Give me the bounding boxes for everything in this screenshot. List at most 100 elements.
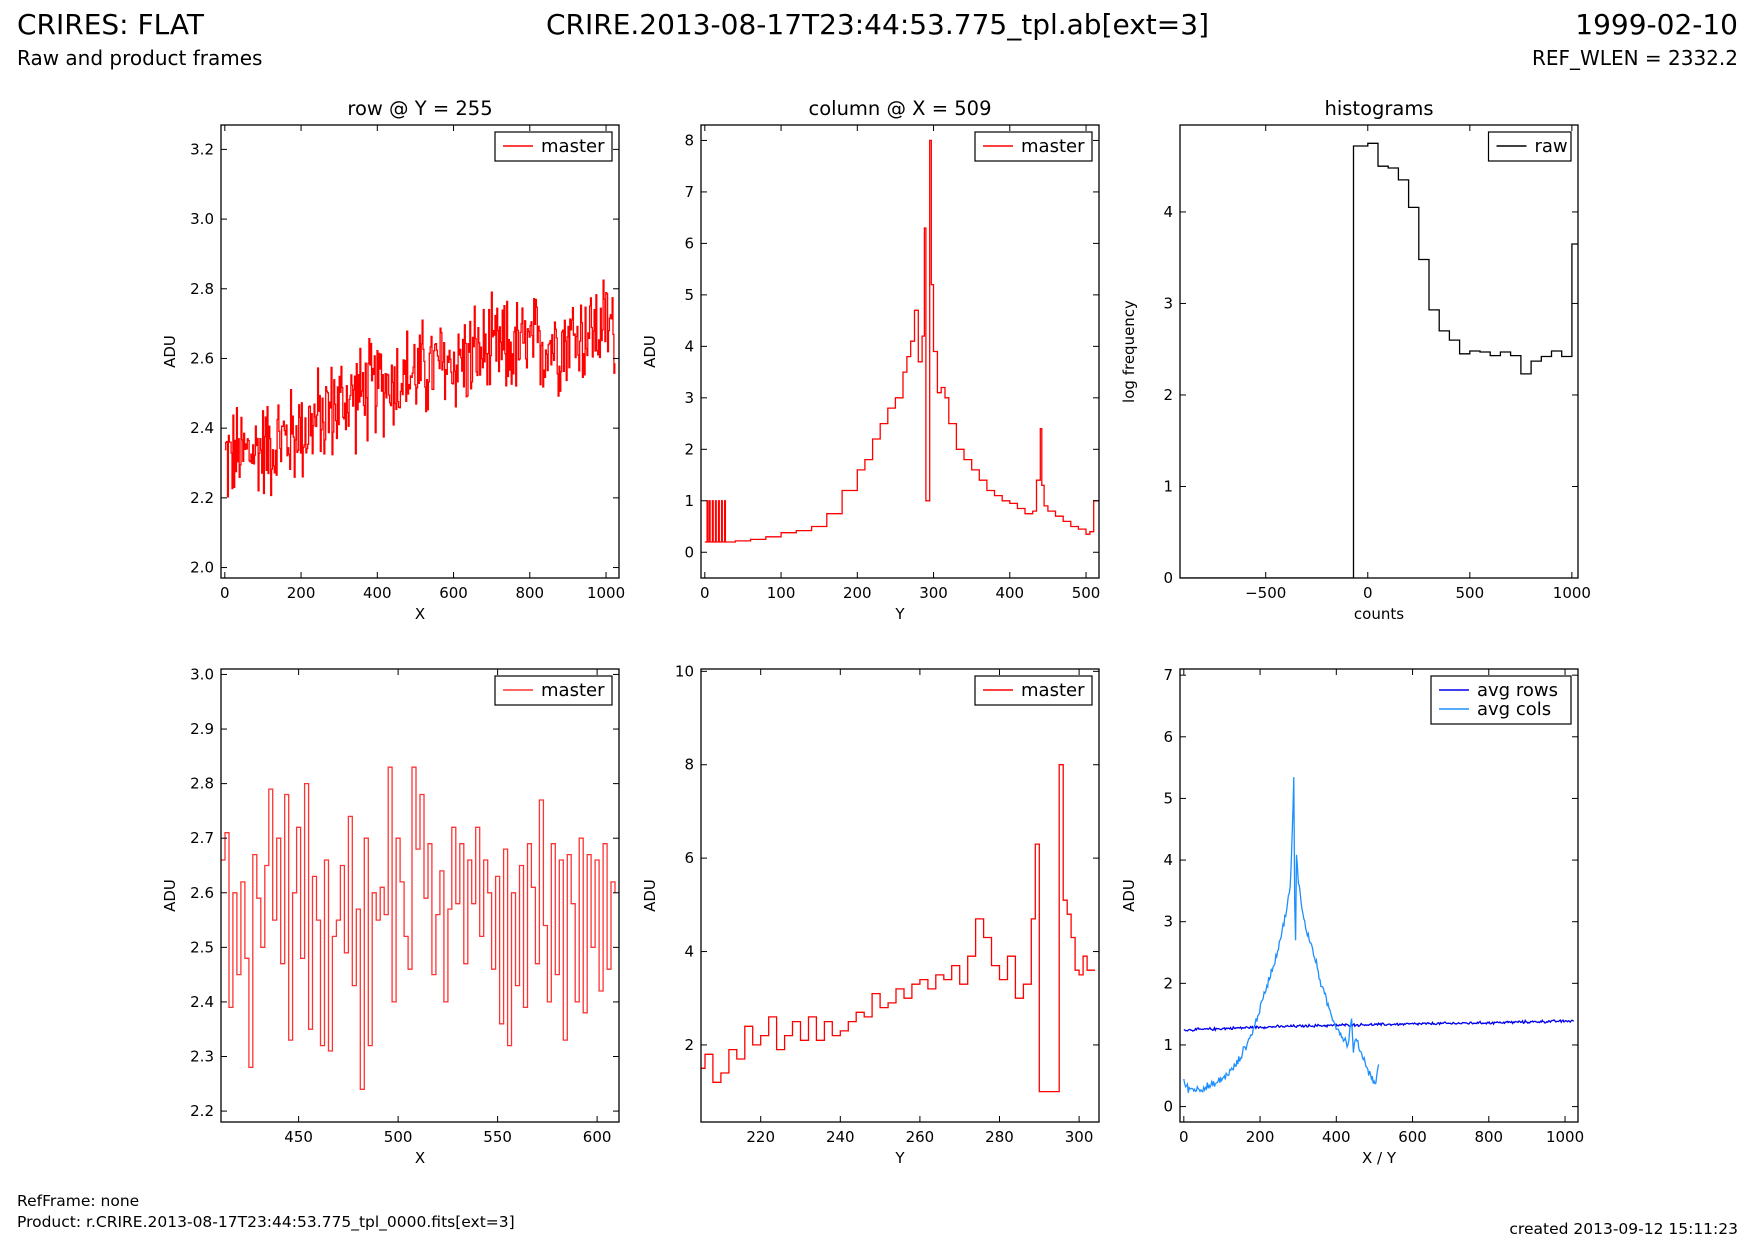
x-tick-label: 450 [284,1128,313,1146]
legend-label: master [541,680,605,701]
y-tick-label: 2.0 [190,559,214,577]
y-tick-label: 2.8 [190,280,214,298]
legend-label: master [1021,680,1085,701]
x-axis-label: X / Y [1362,1149,1397,1167]
y-tick-label: 2.3 [190,1048,214,1066]
x-tick-label: −500 [1245,584,1286,602]
y-tick-label: 8 [684,756,694,774]
series-line-raw [1180,142,1578,578]
x-tick-label: 400 [363,584,392,602]
y-axis-label: log frequency [1120,300,1138,403]
chart-title: histograms [1324,97,1433,120]
y-tick-label: 1 [1163,477,1173,495]
series-line-master [221,766,616,1090]
y-tick-label: 5 [684,286,694,304]
legend-label: avg rows [1477,680,1558,701]
y-tick-label: 0 [1163,569,1173,587]
x-axis-label: X [415,1149,425,1167]
x-tick-label: 500 [1456,584,1485,602]
y-tick-label: 4 [1163,851,1173,869]
x-tick-label: 600 [583,1128,612,1146]
plot-frame [220,124,620,579]
legend-label: avg cols [1477,699,1551,720]
y-tick-label: 2.4 [190,993,214,1011]
y-axis-label: ADU [641,879,659,912]
x-tick-label: 0 [1363,584,1373,602]
chart-title: column @ X = 509 [809,97,992,120]
y-tick-label: 2.7 [190,829,214,847]
series-line-avg-cols [1183,777,1380,1093]
x-tick-label: 300 [919,584,948,602]
series-line-avg-rows [1183,1018,1575,1032]
chart-hist: −500 0 500 1000 0 1 2 3 4 counts log frequency hist… [1120,97,1591,623]
legend-box [1430,675,1572,725]
x-tick-label: 100 [767,584,796,602]
y-axis-label: ADU [161,879,179,912]
x-tick-label: 800 [1474,1128,1503,1146]
x-tick-label: 550 [483,1128,512,1146]
footer-product: Product: r.CRIRE.2013-08-17T23:44:53.775… [17,1213,515,1231]
x-tick-label: 400 [1322,1128,1351,1146]
y-tick-label: 3.2 [190,140,214,158]
y-tick-label: 2.2 [190,1102,214,1120]
chart-row-zoom: 450 500 550 600 2.2 2.3 2.4 2.5 2.6 2.7 2.8 2.9 3.0 X… [161,665,620,1167]
page-title: CRIRES: FLAT [17,8,204,41]
x-tick-label: 200 [1246,1128,1275,1146]
x-tick-label: 500 [1072,584,1101,602]
x-tick-label: 500 [384,1128,413,1146]
y-tick-label: 4 [684,337,694,355]
y-tick-label: 2 [1163,974,1173,992]
legend: master [974,131,1093,162]
chart-col-zoom: 220 240 260 280 300 2 4 6 8 10 Y ADU master [641,662,1100,1167]
x-tick-label: 400 [995,584,1024,602]
chart-avg: 0 200 400 600 800 1000 0 1 2 3 4 5 6 7 X / Y ADU avg row… [1120,666,1584,1167]
legend: master [494,131,613,162]
y-tick-label: 2.2 [190,489,214,507]
y-tick-label: 3 [1163,913,1173,931]
y-tick-label: 6 [1163,728,1173,746]
y-tick-label: 3 [1163,294,1173,312]
x-axis-label: Y [894,605,905,623]
y-tick-label: 7 [1163,666,1173,684]
x-tick-label: 1000 [1546,1128,1584,1146]
footer-refframe: RefFrame: none [17,1192,140,1210]
y-tick-label: 0 [1163,1098,1173,1116]
y-tick-label: 7 [684,183,694,201]
y-tick-label: 2 [684,1036,694,1054]
y-tick-label: 2.5 [190,938,214,956]
series-line-master [701,764,1095,1093]
x-tick-label: 220 [746,1128,775,1146]
y-tick-label: 4 [1163,203,1173,221]
chart-col-full: 0 100 200 300 400 500 0 1 2 3 4 5 6 7 8 Y ADU column @ X … [641,97,1100,623]
x-tick-label: 0 [220,584,230,602]
x-tick-label: 0 [700,584,710,602]
y-tick-label: 1 [1163,1036,1173,1054]
x-tick-label: 800 [515,584,544,602]
chart-row-full: 0 200 400 600 800 1000 2.0 2.2 2.4 2.6 2.8 3.0 3.2 X A… [161,97,625,623]
plot-frame [700,124,1100,579]
y-tick-label: 6 [684,849,694,867]
file-title: CRIRE.2013-08-17T23:44:53.775_tpl.ab[ext… [545,8,1209,41]
y-tick-label: 3.0 [190,210,214,228]
y-tick-label: 2.8 [190,775,214,793]
x-tick-label: 240 [826,1128,855,1146]
plot-frame [220,668,620,1123]
chart-title: row @ Y = 255 [347,97,492,120]
x-tick-label: 200 [843,584,872,602]
y-tick-label: 2.6 [190,884,214,902]
y-tick-label: 8 [684,131,694,149]
x-tick-label: 0 [1179,1128,1189,1146]
y-tick-label: 3.0 [190,665,214,683]
legend-label: master [541,136,605,157]
legend: master [974,675,1093,706]
y-tick-label: 2.9 [190,720,214,738]
page-subtitle: Raw and product frames [17,46,263,70]
legend: master [494,675,613,706]
date-label: 1999-02-10 [1575,8,1738,41]
legend: raw [1487,131,1572,162]
y-tick-label: 2.4 [190,419,214,437]
x-axis-label: Y [894,1149,905,1167]
y-tick-label: 3 [684,389,694,407]
plot-frame [1179,668,1579,1123]
